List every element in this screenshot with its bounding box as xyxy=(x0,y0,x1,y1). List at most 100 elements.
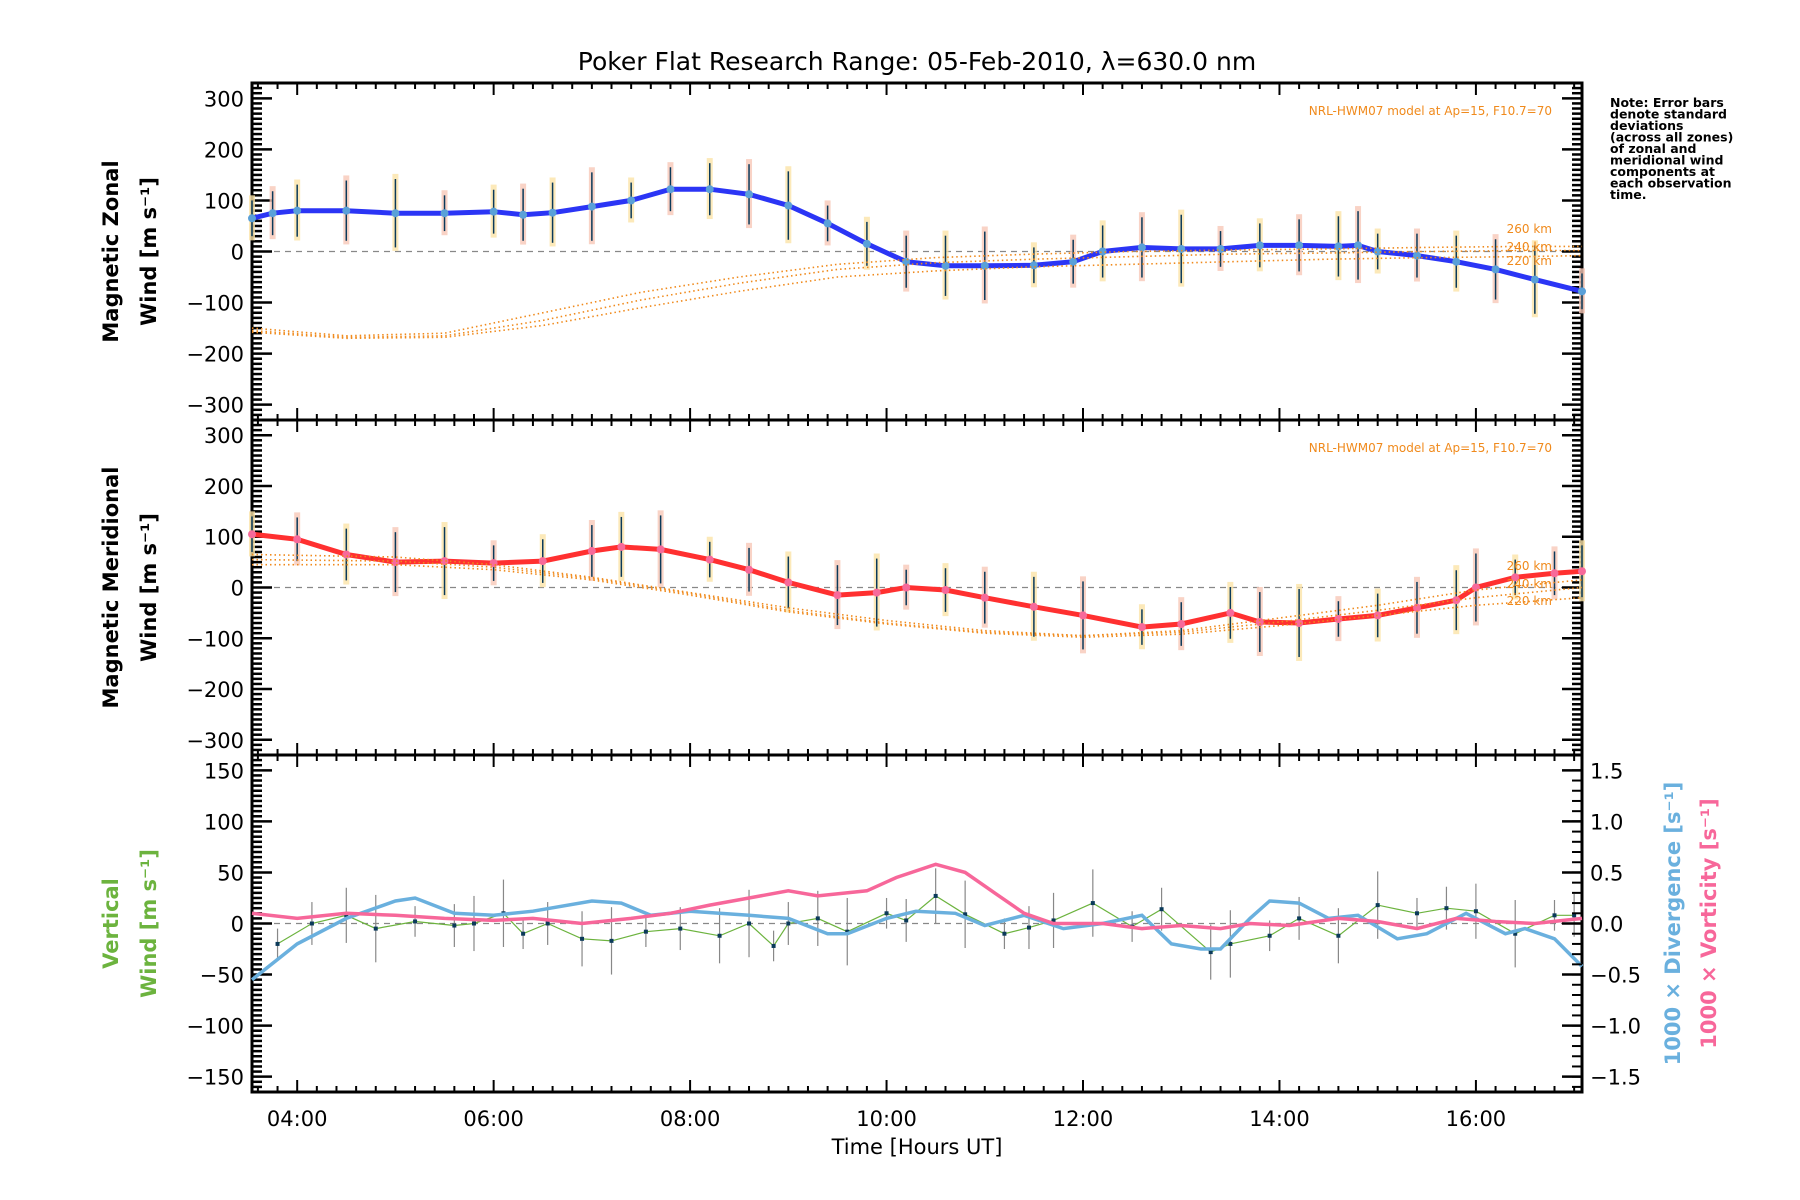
y-tick-label: 200 xyxy=(204,138,244,162)
series-meridional-wind xyxy=(251,531,1583,630)
series-hwm07-240-km xyxy=(251,558,1583,637)
data-point xyxy=(1414,911,1419,916)
x-tick-label: 10:00 xyxy=(856,1107,917,1131)
panel-2: 300 200 100 0 −100 −200 −300 Magnetic Meridiona… xyxy=(99,418,1586,757)
data-point xyxy=(833,591,842,600)
data-point xyxy=(1297,916,1302,921)
y2-tick-label: −0.5 xyxy=(1590,964,1641,988)
figure-title: Poker Flat Research Range: 05-Feb-2010, … xyxy=(578,47,1256,76)
data-point xyxy=(521,931,526,936)
data-point xyxy=(1552,913,1557,918)
series-hwm07-260-km xyxy=(251,553,1583,637)
x-tick-label: 04:00 xyxy=(267,1107,328,1131)
data-point xyxy=(933,893,938,898)
data-point xyxy=(342,550,351,559)
data-point xyxy=(941,586,950,595)
data-point xyxy=(275,941,280,946)
data-point xyxy=(1177,620,1186,629)
data-point xyxy=(1373,247,1382,256)
model-altitude-label: 260 km xyxy=(1507,222,1552,236)
data-point xyxy=(1578,287,1586,296)
x-tick-label: 14:00 xyxy=(1249,1107,1310,1131)
data-point xyxy=(1452,257,1461,266)
data-point xyxy=(963,912,968,917)
data-point xyxy=(656,545,665,554)
data-point xyxy=(1029,602,1038,611)
x-tick-label: 16:00 xyxy=(1446,1107,1507,1131)
model-annotation: NRL-HWM07 model at Ap=15, F10.7=70 xyxy=(1309,441,1552,455)
panel-1: 300 200 100 0 −100 −200 −300 Magnetic Zonal Wind… xyxy=(99,81,1586,422)
data-point xyxy=(717,933,722,938)
series-hwm07-220-km xyxy=(251,254,1583,340)
data-point xyxy=(902,583,911,592)
data-point xyxy=(373,926,378,931)
data-point xyxy=(1511,573,1520,582)
data-point xyxy=(1354,241,1363,250)
data-point xyxy=(1513,931,1518,936)
data-point xyxy=(342,206,351,215)
data-point xyxy=(1375,903,1380,908)
note-line: Note: Error bars xyxy=(1610,95,1724,110)
note-line: deviations xyxy=(1610,118,1683,133)
data-point xyxy=(1098,247,1107,256)
y2-tick-label: 1.0 xyxy=(1590,810,1623,834)
y-axis-label: Magnetic Meridional xyxy=(99,467,123,709)
data-point xyxy=(1578,567,1586,576)
note-line: meridional wind xyxy=(1610,153,1723,168)
data-point xyxy=(1412,603,1421,612)
data-point xyxy=(248,530,256,539)
y2-axis-label-divergence: 1000 × Divergence [s⁻¹] xyxy=(1661,782,1685,1066)
data-point xyxy=(489,559,498,568)
y-tick-label: −300 xyxy=(186,394,244,418)
data-point xyxy=(980,593,989,602)
data-point xyxy=(815,916,820,921)
data-point xyxy=(1491,265,1500,274)
model-annotation: NRL-HWM07 model at Ap=15, F10.7=70 xyxy=(1309,104,1552,118)
y-tick-label: −50 xyxy=(200,964,244,988)
data-point xyxy=(452,923,457,928)
y-tick-label: −150 xyxy=(186,1066,244,1090)
data-point xyxy=(643,929,648,934)
data-point xyxy=(1208,950,1213,955)
data-point xyxy=(1255,618,1264,627)
x-tick-label: 12:00 xyxy=(1053,1107,1114,1131)
data-point xyxy=(705,555,714,564)
data-point xyxy=(538,557,547,566)
data-point xyxy=(1216,244,1225,253)
x-axis-label: Time [Hours UT] xyxy=(831,1135,1003,1159)
data-point xyxy=(1026,925,1031,930)
series-1000-x-vorticity xyxy=(251,862,1583,931)
model-altitude-label: 220 km xyxy=(1507,594,1552,608)
panel-3: 150 100 50 0 −50 −100 −150 Vertical Wind [m s⁻¹]… xyxy=(99,753,1721,1159)
data-point xyxy=(941,261,950,270)
series-1000-x-divergence xyxy=(250,896,1584,982)
data-point xyxy=(1137,623,1146,632)
data-point xyxy=(309,921,314,926)
y2-tick-label: 0.5 xyxy=(1590,861,1623,885)
data-point xyxy=(745,190,754,199)
data-point xyxy=(666,185,675,194)
model-altitude-label: 220 km xyxy=(1507,254,1552,268)
data-point xyxy=(705,185,714,194)
data-point xyxy=(786,921,791,926)
y-tick-label: −100 xyxy=(186,627,244,651)
data-point xyxy=(845,929,850,934)
data-point xyxy=(609,938,614,943)
note-line: each observation xyxy=(1610,176,1732,191)
y-tick-label: 300 xyxy=(204,87,244,111)
y-axis-label: Wind [m s⁻¹] xyxy=(137,513,161,662)
data-point xyxy=(268,209,277,218)
data-point xyxy=(548,208,557,217)
data-point xyxy=(1002,931,1007,936)
data-point xyxy=(391,209,400,218)
data-point xyxy=(678,926,683,931)
model-altitude-label: 240 km xyxy=(1507,577,1552,591)
data-point xyxy=(862,239,871,248)
note-line: time. xyxy=(1610,187,1647,202)
data-point xyxy=(1090,901,1095,906)
data-point xyxy=(1079,611,1088,620)
x-tick-label: 06:00 xyxy=(463,1107,524,1131)
data-point xyxy=(440,209,449,218)
